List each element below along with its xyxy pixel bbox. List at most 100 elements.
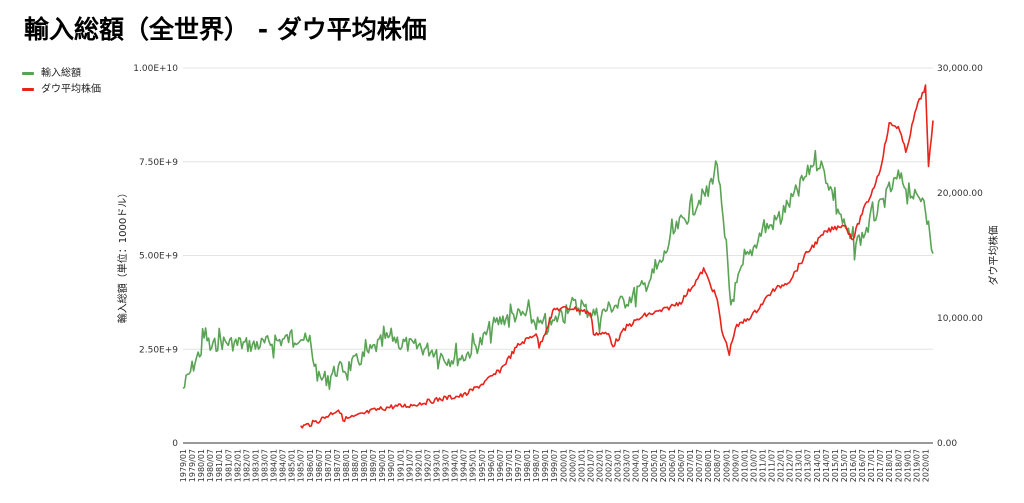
x-tick-label: 2017/01 — [867, 449, 876, 482]
x-tick-label: 1998/01 — [523, 449, 532, 482]
x-tick-label: 2008/01 — [704, 449, 713, 482]
x-tick-label: 2002/07 — [605, 449, 614, 482]
y-right-tick-label: 20,000.00 — [937, 189, 983, 199]
x-tick-label: 2013/07 — [804, 449, 813, 482]
x-tick-label: 2005/01 — [650, 449, 659, 482]
x-tick-label: 1980/01 — [197, 449, 206, 482]
x-tick-label: 2001/07 — [586, 449, 595, 482]
x-tick-label: 1990/07 — [387, 449, 396, 482]
x-tick-label: 2006/07 — [677, 449, 686, 482]
x-tick-label: 1988/01 — [342, 449, 351, 482]
x-tick-label: 2002/01 — [595, 449, 604, 482]
x-tick-label: 1989/01 — [360, 449, 369, 482]
x-tick-label: 2004/01 — [632, 449, 641, 482]
x-tick-label: 1993/07 — [442, 449, 451, 482]
x-tick-label: 1997/07 — [514, 449, 523, 482]
x-tick-label: 2003/01 — [614, 449, 623, 482]
x-tick-label: 1998/07 — [532, 449, 541, 482]
x-tick-label: 1994/07 — [460, 449, 469, 482]
y-left-tick-label: 7.50E+9 — [139, 158, 178, 168]
x-tick-label: 1989/07 — [369, 449, 378, 482]
x-tick-label: 1987/07 — [333, 449, 342, 482]
x-tick-label: 2014/07 — [822, 449, 831, 482]
x-tick-label: 1996/01 — [487, 449, 496, 482]
x-tick-label: 2007/01 — [686, 449, 695, 482]
x-tick-label: 2005/07 — [659, 449, 668, 482]
x-tick-label: 1993/01 — [433, 449, 442, 482]
x-tick-label: 2001/01 — [577, 449, 586, 482]
y-right-axis-title: ダウ平均株価 — [987, 226, 1000, 286]
legend-swatch-import — [22, 71, 34, 75]
x-tick-label: 2008/07 — [713, 449, 722, 482]
x-tick-label: 1983/07 — [260, 449, 269, 482]
x-tick-label: 2012/01 — [777, 449, 786, 482]
x-tick-label: 1991/01 — [396, 449, 405, 482]
x-tick-label: 1983/01 — [251, 449, 260, 482]
x-tick-label: 2010/01 — [740, 449, 749, 482]
x-tick-label: 2011/07 — [768, 449, 777, 482]
legend-item-import: 輸入総額 — [22, 64, 81, 79]
x-tick-label: 1992/01 — [414, 449, 423, 482]
x-tick-label: 2000/01 — [559, 449, 568, 482]
x-tick-label: 2011/01 — [758, 449, 767, 482]
x-tick-label: 1981/01 — [215, 449, 224, 482]
x-tick-label: 2019/01 — [903, 449, 912, 482]
x-tick-label: 1996/07 — [496, 449, 505, 482]
chart-title: 輸入総額（全世界） - ダウ平均株価 — [24, 15, 427, 44]
x-tick-label: 1991/07 — [405, 449, 414, 482]
x-tick-label: 1995/07 — [478, 449, 487, 482]
x-tick-label: 1990/01 — [378, 449, 387, 482]
legend-label-dow: ダウ平均株価 — [41, 84, 101, 95]
x-tick-label: 1982/01 — [233, 449, 242, 482]
x-tick-label: 1992/07 — [423, 449, 432, 482]
x-tick-label: 2012/07 — [786, 449, 795, 482]
y-left-axis-title: 輸入総額（単位：1000ドル） — [116, 188, 129, 323]
x-tick-label: 1999/07 — [550, 449, 559, 482]
legend-label-import: 輸入総額 — [41, 68, 81, 79]
y-left-tick-label: 5.00E+9 — [139, 252, 178, 262]
series-line-dow — [300, 84, 934, 429]
x-tick-label: 2018/01 — [885, 449, 894, 482]
x-tick-label: 2019/07 — [912, 449, 921, 482]
x-tick-label: 1985/07 — [297, 449, 306, 482]
x-tick-label: 2014/01 — [813, 449, 822, 482]
x-tick-label: 1997/01 — [505, 449, 514, 482]
x-tick-label: 2016/01 — [849, 449, 858, 482]
x-tick-label: 2004/07 — [641, 449, 650, 482]
x-tick-label: 2013/01 — [795, 449, 804, 482]
x-tick-label: 1979/01 — [179, 449, 188, 482]
y-left-tick-label: 2.50E+9 — [139, 345, 178, 355]
y-right-tick-label: 0.00 — [937, 439, 957, 449]
x-tick-label: 1995/01 — [469, 449, 478, 482]
y-left-tick-label: 1.00E+10 — [133, 64, 178, 74]
x-tick-label: 1999/01 — [541, 449, 550, 482]
x-tick-label: 2003/07 — [623, 449, 632, 482]
legend-swatch-dow — [22, 87, 34, 91]
x-tick-label: 2006/01 — [668, 449, 677, 482]
x-tick-label: 2017/07 — [876, 449, 885, 482]
x-tick-label: 2015/07 — [840, 449, 849, 482]
x-tick-label: 2010/07 — [749, 449, 758, 482]
x-tick-label: 1986/01 — [306, 449, 315, 482]
legend-item-dow: ダウ平均株価 — [22, 80, 101, 95]
x-tick-label: 2000/07 — [568, 449, 577, 482]
x-tick-label: 2016/07 — [858, 449, 867, 482]
x-tick-label: 1982/07 — [242, 449, 251, 482]
x-tick-label: 2009/01 — [722, 449, 731, 482]
x-tick-label: 2020/01 — [921, 449, 930, 482]
x-tick-label: 2015/01 — [831, 449, 840, 482]
x-tick-label: 1994/01 — [451, 449, 460, 482]
x-tick-label: 2009/07 — [731, 449, 740, 482]
series-line-import — [182, 149, 934, 390]
x-tick-label: 1985/01 — [288, 449, 297, 482]
y-left-tick-label: 0 — [172, 439, 178, 449]
x-tick-label: 2007/07 — [695, 449, 704, 482]
x-tick-label: 1981/07 — [224, 449, 233, 482]
y-right-tick-label: 30,000.00 — [937, 64, 983, 74]
x-tick-label: 1979/07 — [188, 449, 197, 482]
x-tick-label: 1987/01 — [324, 449, 333, 482]
x-tick-label: 1984/01 — [270, 449, 279, 482]
y-right-tick-label: 10,000.00 — [937, 314, 983, 324]
x-tick-label: 1984/07 — [279, 449, 288, 482]
